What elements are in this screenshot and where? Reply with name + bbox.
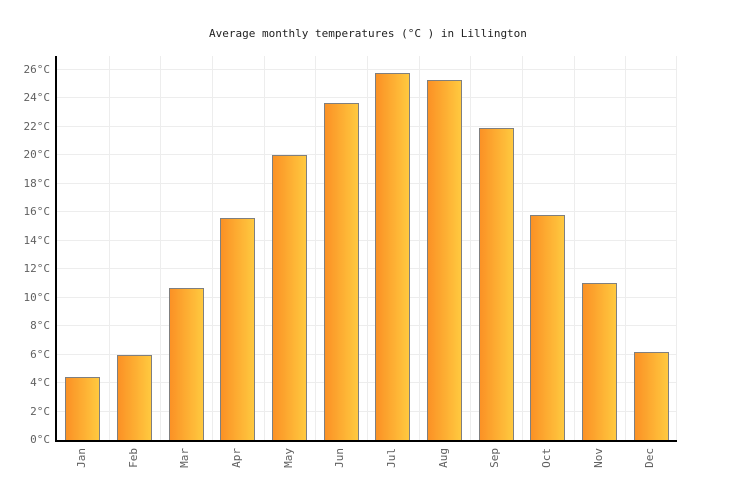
- x-tick-label-nov: Nov: [591, 448, 605, 468]
- y-tick-label: 8°C: [30, 319, 50, 333]
- x-tick-label-apr: Apr: [229, 448, 243, 468]
- x-tick-label-sep: Sep: [488, 448, 502, 468]
- y-tick-label: 20°C: [23, 148, 51, 162]
- v-gridline: [419, 56, 420, 440]
- bar-may[interactable]: [272, 155, 307, 440]
- x-tick-label-mar: Mar: [178, 448, 192, 468]
- x-tick-label-dec: Dec: [643, 448, 657, 468]
- y-tick-label: 0°C: [30, 433, 50, 446]
- x-tick-label-jul: Jul: [384, 448, 398, 468]
- x-axis-labels: Jan Feb Mar Apr May Jun Jul Aug Sep Oct Nov Dec: [57, 440, 677, 500]
- y-tick-label: 10°C: [23, 290, 51, 304]
- v-gridline: [522, 56, 523, 440]
- v-gridline: [470, 56, 471, 440]
- bar-oct[interactable]: [530, 215, 566, 440]
- y-tick-label: 24°C: [23, 91, 51, 105]
- v-gridline: [264, 56, 265, 440]
- bar-jan[interactable]: [65, 377, 101, 440]
- y-axis-line: [55, 56, 57, 440]
- y-tick-label: 18°C: [23, 176, 51, 190]
- y-tick-label: 6°C: [30, 347, 50, 361]
- v-gridline: [109, 56, 110, 440]
- chart-title: Average monthly temperatures (°C ) in Li…: [209, 27, 527, 40]
- v-gridline: [574, 56, 575, 440]
- v-gridline: [367, 56, 368, 440]
- x-tick-label-aug: Aug: [436, 448, 450, 468]
- bar-apr[interactable]: [220, 218, 256, 440]
- bar-aug[interactable]: [427, 79, 462, 440]
- y-tick-label: 14°C: [23, 233, 51, 247]
- bar-dec[interactable]: [633, 351, 669, 440]
- x-tick-label-jan: Jan: [74, 448, 88, 468]
- x-tick-label-feb: Feb: [126, 448, 140, 468]
- y-tick-label: 16°C: [23, 205, 51, 219]
- y-axis-labels: 0°C 2°C 4°C 6°C 8°C 10°C 12°C 14°C 16°C 18°C 20°C 2…: [0, 56, 51, 446]
- v-gridline: [160, 56, 161, 440]
- x-tick-label-oct: Oct: [539, 448, 553, 468]
- y-tick-label: 26°C: [23, 63, 51, 76]
- bar-mar[interactable]: [168, 287, 204, 440]
- v-gridline: [676, 56, 677, 440]
- v-gridline: [212, 56, 213, 440]
- bar-jun[interactable]: [323, 102, 359, 440]
- y-tick-label: 2°C: [30, 404, 50, 418]
- bar-feb[interactable]: [117, 354, 152, 440]
- bar-jul[interactable]: [375, 72, 411, 440]
- x-tick-label-jun: Jun: [333, 448, 347, 468]
- plot-area: [55, 56, 677, 442]
- y-tick-label: 12°C: [23, 262, 51, 276]
- x-tick-label-may: May: [281, 448, 295, 468]
- bar-sep[interactable]: [478, 128, 514, 440]
- x-axis-line: [55, 440, 677, 442]
- v-gridline: [315, 56, 316, 440]
- bar-nov[interactable]: [582, 283, 617, 440]
- v-gridline: [625, 56, 626, 440]
- y-tick-label: 22°C: [23, 119, 51, 133]
- y-tick-label: 4°C: [30, 376, 50, 390]
